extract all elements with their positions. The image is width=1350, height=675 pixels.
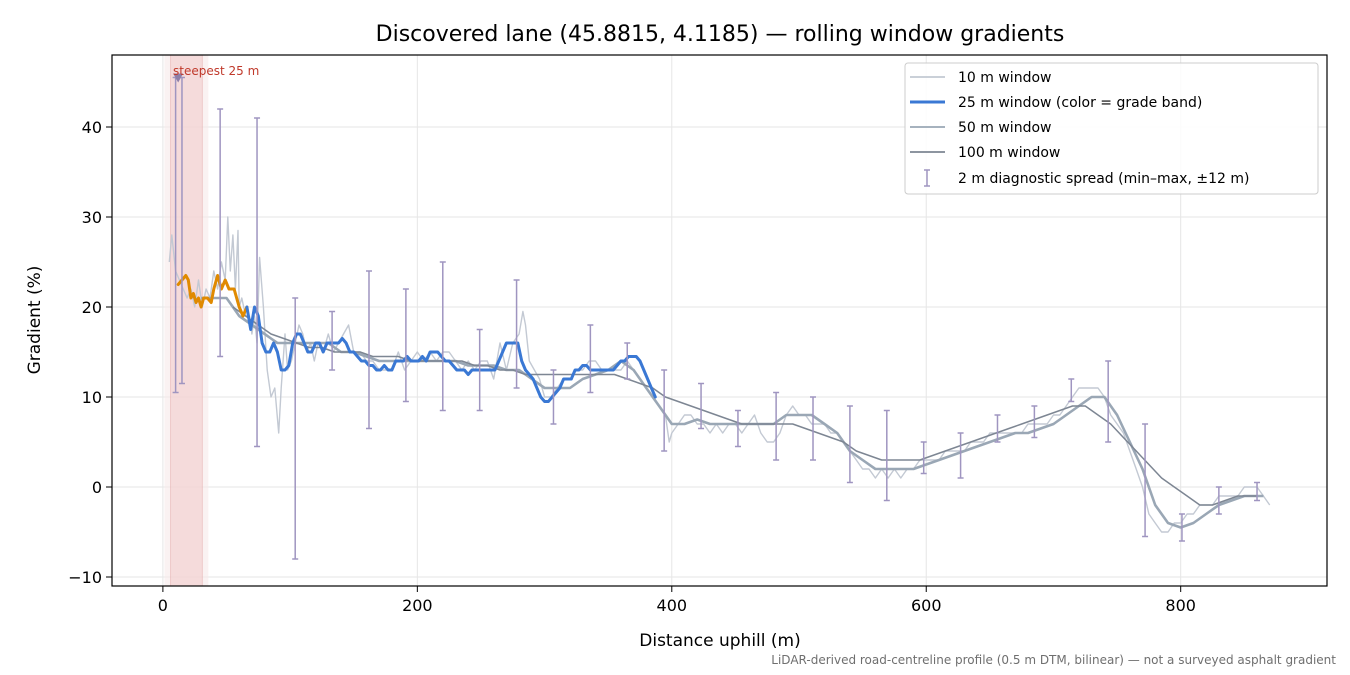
series-25m-segment xyxy=(245,305,657,403)
errorbar xyxy=(1068,378,1075,403)
errorbar xyxy=(292,297,299,560)
legend: 10 m window 25 m window (color = grade b… xyxy=(904,62,1319,195)
x-tick-label: 800 xyxy=(1165,596,1196,615)
y-tick-label: 0 xyxy=(92,478,102,497)
errorbar xyxy=(734,409,741,448)
errorbar xyxy=(661,369,668,452)
errorbar xyxy=(920,441,927,475)
annotation-steepest-label: steepest 25 m xyxy=(173,64,259,78)
x-tick-label: 600 xyxy=(911,596,942,615)
errorbar xyxy=(1142,423,1149,538)
steepest-marker xyxy=(173,73,184,83)
axis-ticks: 0 200 400 600 800 −10 0 10 20 30 40 xyxy=(68,118,1196,615)
errorbar xyxy=(513,279,520,389)
x-tick-label: 0 xyxy=(158,596,168,615)
legend-label-25m: 25 m window (color = grade band) xyxy=(958,95,1202,111)
errorbar xyxy=(254,117,261,448)
errorbar xyxy=(329,310,336,371)
errorbar xyxy=(773,391,780,461)
plot-frame xyxy=(111,54,1328,587)
legend-box xyxy=(904,62,1319,195)
series-lines xyxy=(168,216,1271,533)
y-tick-label: 30 xyxy=(82,208,102,227)
errorbar xyxy=(439,261,446,412)
errorbar xyxy=(365,270,372,430)
errorbar xyxy=(698,382,705,430)
y-axis-label: Gradient (%) xyxy=(25,266,45,375)
errorbar xyxy=(1178,513,1185,542)
errorbar xyxy=(810,396,817,461)
errorbar xyxy=(1031,405,1038,439)
errorbar xyxy=(1215,486,1222,515)
y-tick-label: 10 xyxy=(82,388,102,407)
legend-label-50m: 50 m window xyxy=(958,120,1051,136)
errorbar xyxy=(883,409,890,502)
footnote: LiDAR-derived road-centreline profile (0… xyxy=(771,653,1336,667)
y-tick-label: −10 xyxy=(68,568,102,587)
steepest-highlight xyxy=(164,54,209,587)
x-tick-label: 200 xyxy=(402,596,433,615)
y-tick-label: 20 xyxy=(82,298,102,317)
errorbar xyxy=(550,369,557,425)
errorbar xyxy=(1254,481,1261,502)
errorbar xyxy=(994,414,1001,443)
chart-title: Discovered lane (45.8815, 4.1185) — roll… xyxy=(376,22,1065,47)
errorbar xyxy=(624,342,631,380)
legend-swatch-errorbar xyxy=(924,169,930,187)
legend-label-100m: 100 m window xyxy=(958,145,1060,161)
steepest-marker xyxy=(173,73,184,83)
errorbar xyxy=(1105,360,1112,443)
errorbar xyxy=(587,324,594,394)
errorbar xyxy=(476,328,483,412)
series-25m-steep-segment xyxy=(176,274,249,318)
legend-label-10m: 10 m window xyxy=(958,70,1051,86)
errorbar xyxy=(957,432,964,479)
legend-label-errorbar: 2 m diagnostic spread (min–max, ±12 m) xyxy=(958,171,1249,187)
x-axis-label: Distance uphill (m) xyxy=(639,631,800,651)
errorbar xyxy=(402,288,409,403)
x-tick-label: 400 xyxy=(657,596,688,615)
diagnostic-errorbars xyxy=(172,76,1261,560)
errorbar xyxy=(846,405,853,484)
y-tick-label: 40 xyxy=(82,118,102,137)
errorbar xyxy=(217,108,224,358)
